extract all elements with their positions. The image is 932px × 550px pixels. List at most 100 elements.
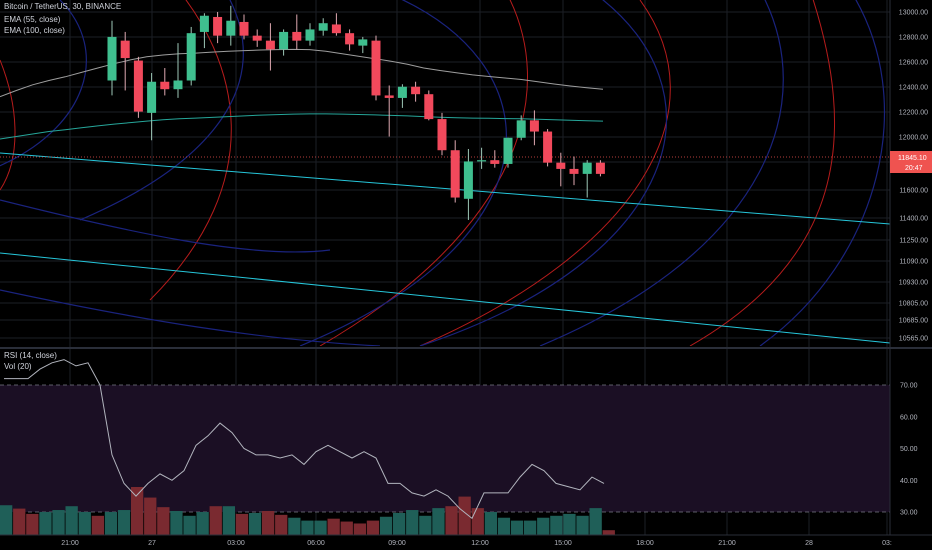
trend-line-lower <box>0 252 890 344</box>
time-tick-label: 15:00 <box>554 540 572 547</box>
volume-bar <box>157 507 170 535</box>
rsi-band-fill <box>0 385 890 512</box>
rsi-path <box>4 359 605 520</box>
price-axis[interactable]: 13000.00 12800.00 12600.00 12400.00 12200.00… <box>899 10 928 343</box>
price-tick-label: 12000.00 <box>899 135 928 142</box>
candle-body <box>556 162 566 169</box>
volume-bar <box>0 505 13 535</box>
volume-bar <box>144 497 157 535</box>
candle <box>199 13 209 49</box>
candle-body <box>292 31 302 41</box>
volume-bar <box>379 516 393 535</box>
volume-bar <box>576 515 589 535</box>
volume-bar <box>52 510 65 535</box>
legend-symbol[interactable]: Bitcoin / TetherUS, 30, BINANCE <box>4 2 122 11</box>
volume-bar <box>458 496 471 535</box>
candle-body <box>318 23 328 31</box>
candles <box>107 5 605 220</box>
candle-body <box>397 86 407 98</box>
time-axis[interactable]: 21:00 27 03:00 06:00 09:00 12:00 15:00 18:00 21:… <box>61 540 892 547</box>
rsi-tick-label: 40.00 <box>900 478 918 485</box>
candle-body <box>199 15 209 32</box>
volume-bar <box>262 511 275 535</box>
candle <box>490 150 500 168</box>
legend-ema55[interactable]: EMA (55, close) <box>4 15 61 24</box>
current-price-value: 11845.10 <box>898 155 927 162</box>
price-tick-label: 10930.00 <box>899 280 928 287</box>
volume-bar <box>327 518 340 535</box>
rsi-axis[interactable]: 70.00 60.00 50.00 40.00 30.00 <box>900 383 918 517</box>
volume-bar <box>65 506 78 535</box>
volume-bar <box>131 487 144 535</box>
volume-bar <box>497 517 511 535</box>
volume-bar <box>537 517 550 535</box>
legend-rsi[interactable]: RSI (14, close) <box>4 351 57 360</box>
ema55-line <box>0 48 604 98</box>
volume-bar <box>209 506 222 535</box>
current-price-tag: 11845.10 20:47 <box>890 151 932 173</box>
candle-body <box>450 150 460 198</box>
volume-bar <box>366 520 380 535</box>
candle-body <box>411 86 421 95</box>
candle-body <box>120 40 130 59</box>
candle <box>556 152 566 187</box>
candle-body <box>133 60 143 112</box>
legend-ema100[interactable]: EMA (100, close) <box>4 26 65 35</box>
fib-arc-blue-5 <box>539 0 784 346</box>
candle <box>463 148 473 220</box>
volume-bar <box>275 514 288 535</box>
candle-body <box>424 94 434 120</box>
volume-bar <box>314 520 327 535</box>
candle <box>582 160 592 198</box>
candle-body <box>147 81 157 113</box>
volume-bars <box>0 487 615 535</box>
volume-bar <box>602 530 615 535</box>
candle <box>595 160 605 177</box>
candle <box>477 147 487 169</box>
rsi-band <box>0 384 890 513</box>
volume-bar <box>222 506 235 535</box>
candle-body <box>490 160 500 164</box>
candle <box>252 29 262 47</box>
candle-body <box>569 168 579 174</box>
time-tick-label: 27 <box>148 540 156 547</box>
fib-arc-blue-1 <box>0 0 87 167</box>
candle <box>529 110 539 146</box>
volume-bar <box>471 508 484 535</box>
volume-bar <box>13 508 26 535</box>
candle-body <box>437 119 447 151</box>
candle <box>411 81 421 102</box>
price-tick-label: 11400.00 <box>899 216 928 223</box>
candle-body <box>186 33 196 81</box>
candle <box>107 20 117 96</box>
time-tick-label: 03: <box>882 540 892 547</box>
volume-bar <box>196 511 209 535</box>
fib-arc-blue-6 <box>759 0 885 346</box>
volume-bar <box>39 511 52 535</box>
candle-body <box>252 35 262 41</box>
candle-body <box>543 131 553 163</box>
candle-body <box>358 39 368 46</box>
volume-bar <box>419 515 432 535</box>
candle <box>437 112 447 156</box>
price-tick-label: 10685.00 <box>899 318 928 325</box>
volume-bar <box>550 515 563 535</box>
candle-body <box>503 137 513 164</box>
candle-body <box>226 20 236 36</box>
candle-body <box>345 33 355 45</box>
volume-bar <box>353 523 366 535</box>
volume-bar <box>445 506 458 535</box>
candle-body <box>213 16 223 36</box>
volume-bar <box>589 508 602 535</box>
candle-body <box>160 81 170 90</box>
candle <box>279 29 289 56</box>
legend-vol[interactable]: Vol (20) <box>4 362 32 371</box>
ema100-line <box>0 113 604 140</box>
price-tick-label: 10565.00 <box>899 336 928 343</box>
candle <box>265 23 275 71</box>
candle <box>331 13 341 36</box>
time-tick-label: 09:00 <box>388 540 406 547</box>
current-price-countdown: 20:47 <box>905 165 923 172</box>
volume-bar <box>235 513 249 535</box>
